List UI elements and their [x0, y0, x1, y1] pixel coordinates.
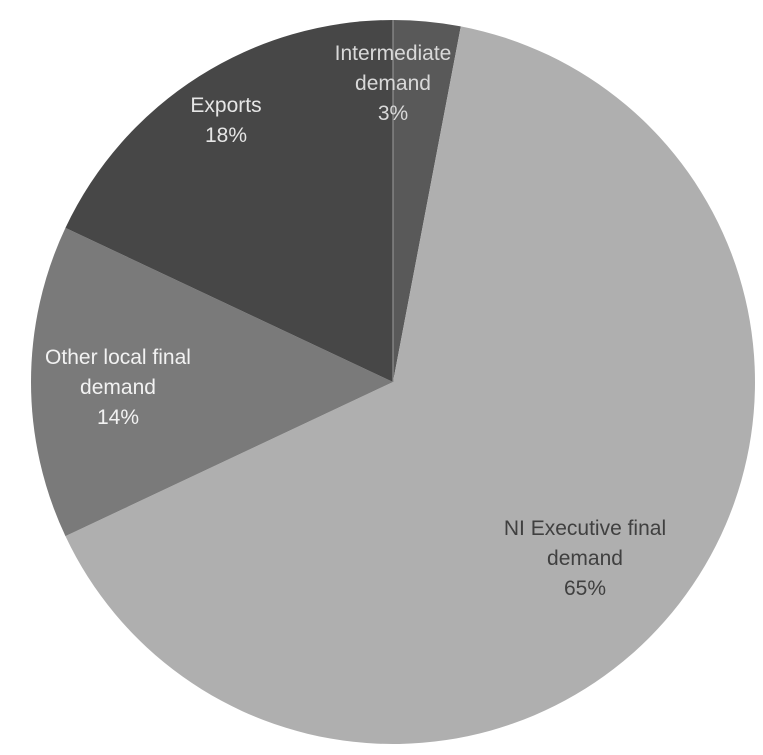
slice-name-label: demand [80, 376, 156, 399]
slice-label-1: NI Executive final demand 65% [504, 517, 666, 600]
slice-name-label: Exports [190, 94, 261, 117]
pie-slice-0 [393, 20, 461, 382]
slice-label-3: Exports 18% [190, 94, 261, 147]
slice-percent-label: 65% [564, 577, 606, 600]
slice-name-label: Intermediate [335, 42, 452, 65]
pie-slice-2 [30, 227, 394, 537]
pie-slices [30, 20, 755, 744]
pie-slice-1 [65, 26, 755, 744]
slice-name-label: demand [547, 547, 623, 570]
slice-percent-label: 3% [378, 102, 408, 125]
slice-percent-label: 18% [205, 124, 247, 147]
slice-name-label: NI Executive final [504, 517, 666, 540]
slice-percent-label: 14% [97, 406, 139, 429]
slice-name-label: Other local final [45, 346, 191, 369]
pie-labels: Intermediate demand 3% NI Executive final de… [45, 42, 666, 600]
slice-label-0: Intermediate demand 3% [335, 42, 452, 125]
slice-name-label: demand [355, 72, 431, 95]
slice-label-2: Other local final demand 14% [45, 346, 191, 429]
pie-slice-3 [65, 20, 393, 382]
